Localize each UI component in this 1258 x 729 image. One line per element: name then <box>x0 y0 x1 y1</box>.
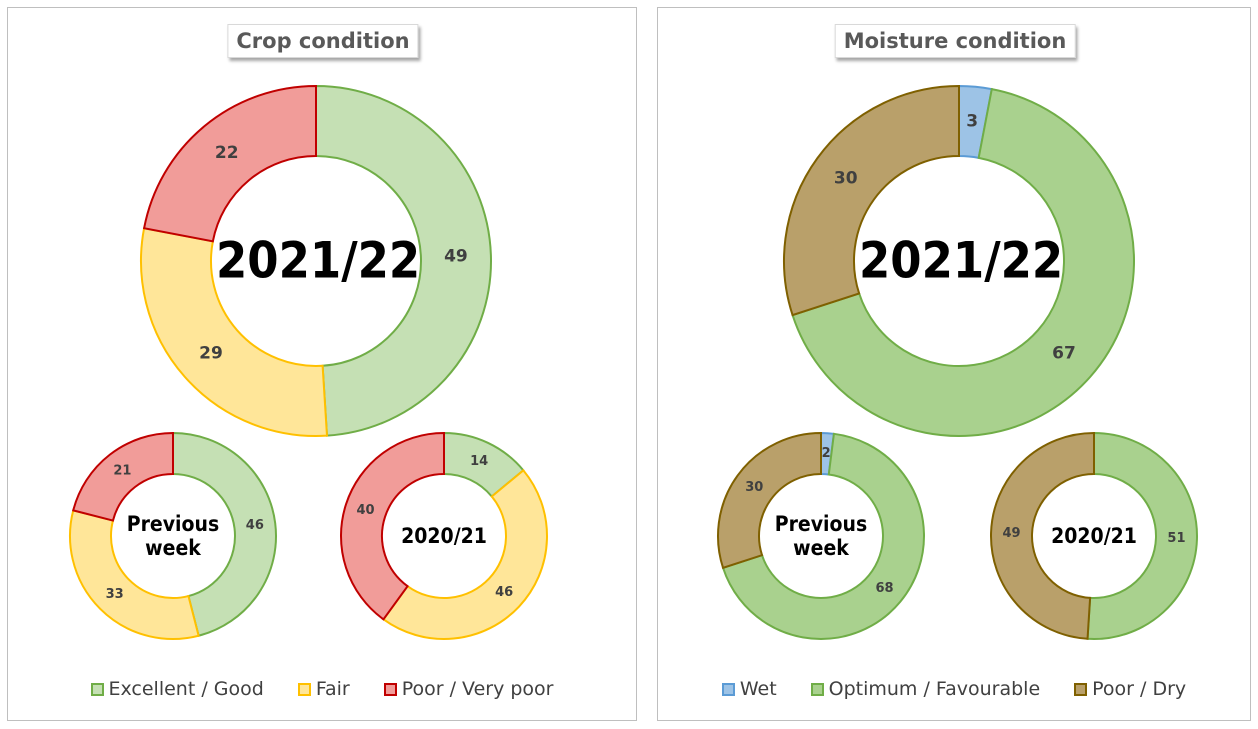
donut-segment <box>791 87 1135 437</box>
data-label: 33 <box>106 587 124 602</box>
data-label: 30 <box>834 169 858 189</box>
donut-segment <box>72 431 174 522</box>
donut-segment <box>721 432 925 640</box>
legend-item: Optimum / Favourable <box>810 678 1041 700</box>
donut-segment <box>315 84 493 437</box>
data-label: 51 <box>1167 531 1185 546</box>
legend-item: Excellent / Good <box>90 678 264 700</box>
legend-label: Wet <box>739 678 777 700</box>
legend-swatch <box>721 682 735 696</box>
data-label: 49 <box>1002 526 1020 541</box>
data-label: 3 <box>966 112 978 132</box>
legend-label: Poor / Very poor <box>401 678 554 700</box>
center-label: 2020/21 <box>1051 523 1137 548</box>
data-label: 46 <box>495 585 513 600</box>
legend-label: Excellent / Good <box>108 678 264 700</box>
chart-title: Moisture condition <box>834 24 1076 58</box>
legend-swatch <box>1074 682 1088 696</box>
center-label: 2021/22 <box>216 231 421 290</box>
data-label: 14 <box>470 454 488 469</box>
donut-segment <box>142 84 317 243</box>
data-label: 29 <box>199 344 223 364</box>
donut-area: 367302683005149 <box>717 84 1198 640</box>
legend-swatch <box>297 682 311 696</box>
legend-item: Poor / Very poor <box>383 678 554 700</box>
chart-title: Crop condition <box>227 24 419 58</box>
data-label: 49 <box>444 247 468 267</box>
center-label: Previous week <box>774 511 868 560</box>
donut-segment <box>990 431 1095 640</box>
donut-segment <box>382 468 548 640</box>
legend-label: Fair <box>315 678 350 700</box>
donut-segment <box>172 431 277 637</box>
data-label: 2 <box>822 446 831 461</box>
legend-swatch <box>810 682 824 696</box>
panel: 49 29 22 46 33 21 14 46 40 Crop condition 2021/22 P… <box>7 7 637 721</box>
data-label: 21 <box>113 463 131 478</box>
center-label: 2020/21 <box>401 523 487 548</box>
data-label: 30 <box>745 480 763 495</box>
legend: Excellent / Good Fair Poor / Very poor <box>8 678 636 700</box>
donut-segment <box>717 431 822 570</box>
legend-item: Poor / Dry <box>1074 678 1186 700</box>
legend-item: Fair <box>297 678 350 700</box>
donut-segment <box>69 509 200 640</box>
data-label: 46 <box>246 518 264 533</box>
legend-item: Wet <box>721 678 777 700</box>
donut-area: 49 29 22 46 33 21 14 46 40 <box>69 84 548 640</box>
data-label: 40 <box>356 503 374 518</box>
legend-swatch <box>90 682 104 696</box>
legend-swatch <box>383 682 397 696</box>
data-label: 22 <box>215 143 239 163</box>
donut-segment <box>1086 431 1198 640</box>
donut-segment <box>340 431 445 621</box>
legend-label: Optimum / Favourable <box>828 678 1041 700</box>
donut-segment <box>140 227 329 437</box>
legend: Wet Optimum / Favourable Poor / Dry <box>658 678 1250 700</box>
center-label: 2021/22 <box>859 231 1064 290</box>
legend-label: Poor / Dry <box>1092 678 1187 700</box>
data-label: 67 <box>1052 344 1076 364</box>
data-label: 68 <box>876 581 894 596</box>
donut-segment <box>783 84 960 317</box>
panel: 367302683005149Moisture condition2021/22… <box>657 7 1251 721</box>
center-label: Previous week <box>126 511 220 560</box>
